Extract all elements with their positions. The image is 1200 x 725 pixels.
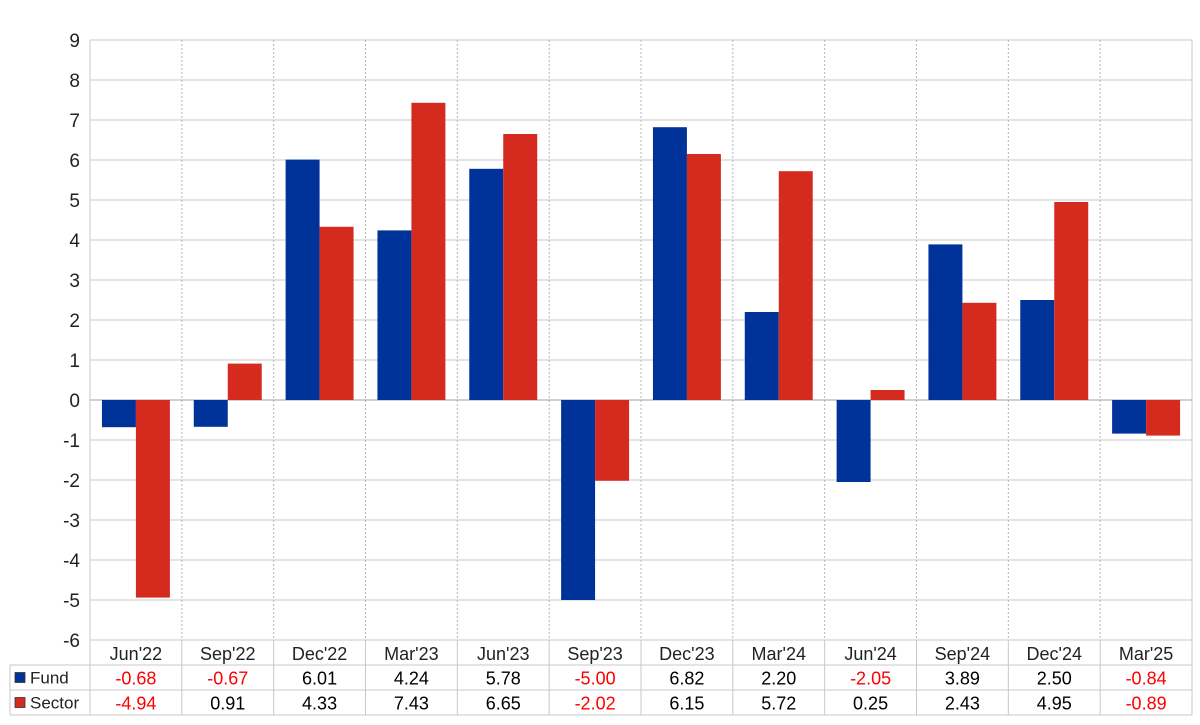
data-label-sector: 6.15 bbox=[669, 694, 704, 714]
data-label-fund: 5.78 bbox=[486, 669, 521, 689]
grid-layer bbox=[89, 39, 1193, 641]
y-tick-label: 7 bbox=[69, 111, 80, 132]
legend-swatch-fund bbox=[14, 672, 26, 683]
data-label-sector: -0.89 bbox=[1126, 694, 1167, 714]
bar-sector bbox=[1054, 202, 1089, 400]
data-label-sector: -2.02 bbox=[575, 694, 616, 714]
y-tick-label: -3 bbox=[63, 511, 80, 532]
data-label-fund: 2.20 bbox=[761, 669, 796, 689]
bar-fund bbox=[469, 168, 504, 400]
data-label-fund: 6.01 bbox=[302, 669, 337, 689]
bar-fund bbox=[377, 230, 412, 400]
legend-swatch-sector bbox=[14, 697, 26, 708]
bar-fund bbox=[1112, 400, 1147, 434]
data-label-fund: -0.68 bbox=[115, 669, 156, 689]
y-tick-label: -1 bbox=[63, 431, 80, 452]
y-tick-label: -2 bbox=[63, 471, 80, 492]
category-label: Jun'22 bbox=[110, 644, 162, 664]
legend-label-sector: Sector bbox=[30, 694, 79, 713]
bar-fund bbox=[652, 127, 687, 400]
y-tick-label: 0 bbox=[69, 391, 80, 412]
bar-fund bbox=[561, 400, 596, 600]
data-label-sector: 0.25 bbox=[853, 694, 888, 714]
bars-layer bbox=[101, 102, 1181, 600]
category-label: Sep'22 bbox=[200, 644, 256, 664]
bar-fund bbox=[928, 244, 963, 400]
data-label-sector: 0.91 bbox=[210, 694, 245, 714]
data-label-sector: 2.43 bbox=[945, 694, 980, 714]
category-label: Dec'22 bbox=[292, 644, 347, 664]
category-label: Dec'23 bbox=[659, 644, 714, 664]
category-label: Dec'24 bbox=[1027, 644, 1082, 664]
y-tick-label: -5 bbox=[63, 591, 80, 612]
y-tick-label: 1 bbox=[69, 351, 80, 372]
bar-sector bbox=[595, 400, 630, 481]
bar-sector bbox=[962, 302, 997, 400]
category-label: Sep'24 bbox=[935, 644, 991, 664]
y-tick-label: 8 bbox=[69, 71, 80, 92]
bar-fund bbox=[836, 400, 871, 482]
bar-sector bbox=[319, 226, 354, 400]
y-tick-label: 3 bbox=[69, 271, 80, 292]
y-tick-label: 9 bbox=[69, 31, 80, 52]
bar-sector bbox=[227, 363, 262, 400]
y-tick-label: -4 bbox=[63, 551, 80, 572]
category-label: Mar'23 bbox=[384, 644, 438, 664]
bar-sector bbox=[1146, 400, 1181, 436]
bar-sector bbox=[778, 171, 813, 400]
data-label-fund: -0.84 bbox=[1126, 669, 1167, 689]
data-label-fund: 2.50 bbox=[1037, 669, 1072, 689]
bar-sector bbox=[686, 154, 721, 400]
data-label-sector: 4.95 bbox=[1037, 694, 1072, 714]
category-label: Jun'23 bbox=[477, 644, 529, 664]
axis-layer: 9 8 7 6 5 4 3 2 1 0 -1 -2 -3 -4 -5 -6 bbox=[63, 31, 80, 652]
data-label-sector: 6.65 bbox=[486, 694, 521, 714]
category-label: Mar'25 bbox=[1119, 644, 1173, 664]
data-label-sector: 7.43 bbox=[394, 694, 429, 714]
bar-fund bbox=[285, 159, 320, 400]
y-tick-label: 2 bbox=[69, 311, 80, 332]
data-label-fund: -2.05 bbox=[850, 669, 891, 689]
data-label-fund: -0.67 bbox=[207, 669, 248, 689]
data-label-sector: 5.72 bbox=[761, 694, 796, 714]
data-table: Jun'22 Sep'22 Dec'22 Mar'23 Jun'23 Sep'23 Dec'… bbox=[9, 639, 1193, 716]
y-tick-label: -6 bbox=[63, 631, 80, 652]
bar-fund bbox=[744, 312, 779, 400]
category-label: Mar'24 bbox=[752, 644, 806, 664]
data-label-fund: 6.82 bbox=[669, 669, 704, 689]
y-tick-label: 5 bbox=[69, 191, 80, 212]
bar-fund bbox=[101, 400, 136, 428]
bar-sector bbox=[411, 102, 446, 401]
category-label: Sep'23 bbox=[567, 644, 623, 664]
bar-sector bbox=[870, 390, 905, 400]
data-label-sector: -4.94 bbox=[115, 694, 156, 714]
category-label: Jun'24 bbox=[844, 644, 896, 664]
legend-label-fund: Fund bbox=[30, 669, 69, 688]
data-label-fund: 3.89 bbox=[945, 669, 980, 689]
bar-fund bbox=[1020, 300, 1055, 400]
y-tick-label: 6 bbox=[69, 151, 80, 172]
data-label-sector: 4.33 bbox=[302, 694, 337, 714]
bar-sector bbox=[135, 400, 170, 598]
bar-fund bbox=[193, 400, 228, 427]
y-tick-label: 4 bbox=[69, 231, 80, 252]
data-label-fund: -5.00 bbox=[575, 669, 616, 689]
bar-sector bbox=[503, 134, 538, 400]
data-label-fund: 4.24 bbox=[394, 669, 429, 689]
